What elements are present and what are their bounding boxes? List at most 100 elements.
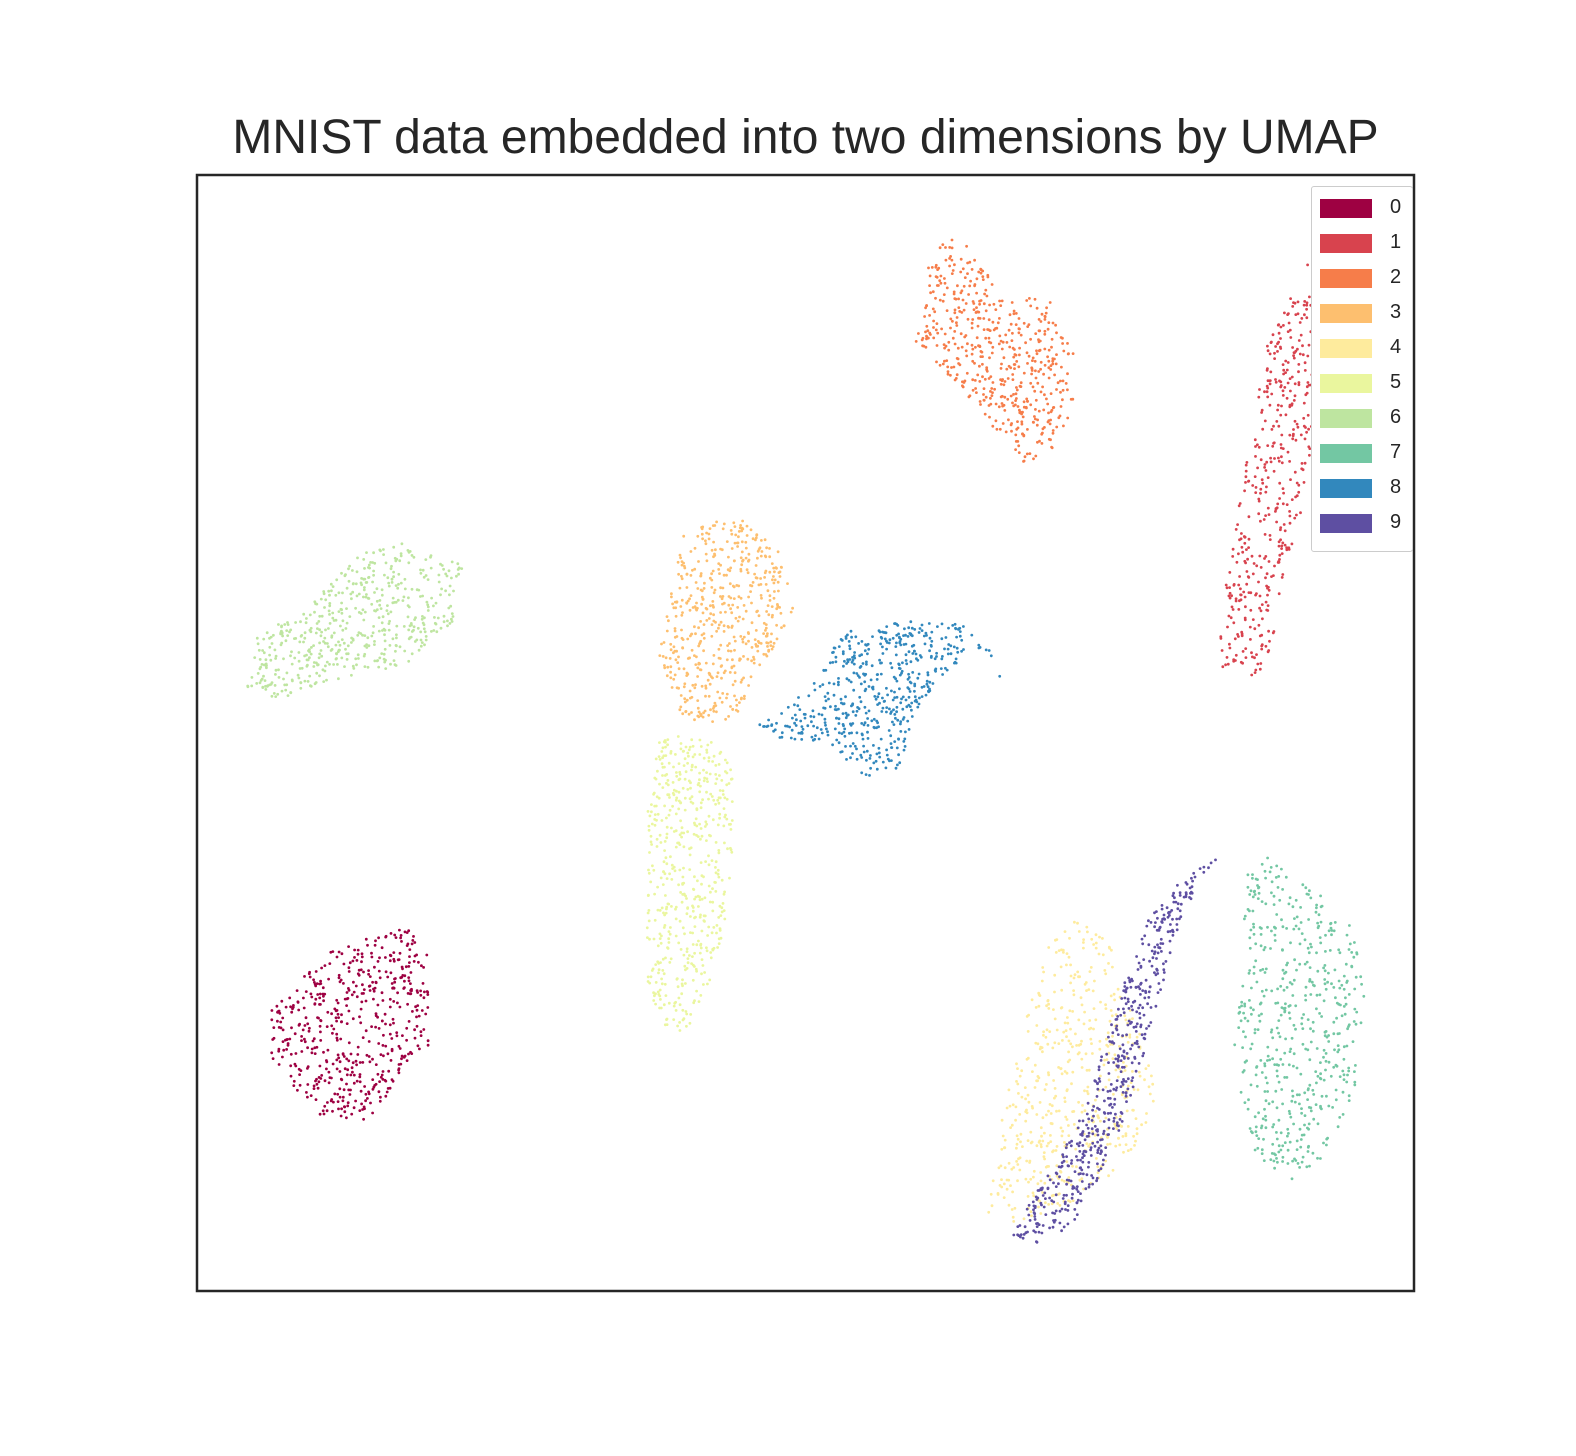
scatter-point bbox=[1054, 1149, 1058, 1152]
scatter-point bbox=[923, 642, 927, 646]
scatter-point bbox=[892, 723, 896, 726]
scatter-point bbox=[1069, 1042, 1073, 1046]
scatter-point bbox=[391, 1079, 395, 1083]
scatter-point bbox=[709, 951, 713, 954]
scatter-point bbox=[812, 682, 816, 685]
scatter-point bbox=[260, 663, 264, 666]
scatter-point bbox=[1304, 998, 1308, 1002]
scatter-point bbox=[1047, 321, 1051, 324]
scatter-point bbox=[1010, 339, 1014, 342]
scatter-point bbox=[1125, 1109, 1129, 1113]
scatter-point bbox=[989, 390, 992, 393]
scatter-point bbox=[789, 736, 793, 740]
scatter-point bbox=[1275, 913, 1279, 916]
scatter-point bbox=[1143, 1032, 1147, 1036]
scatter-point bbox=[850, 704, 853, 708]
scatter-point bbox=[1293, 516, 1297, 520]
scatter-point bbox=[722, 892, 726, 896]
scatter-point bbox=[1271, 1125, 1275, 1129]
scatter-point bbox=[1268, 403, 1272, 407]
scatter-point bbox=[392, 951, 396, 954]
scatter-point bbox=[723, 917, 727, 921]
scatter-point bbox=[1020, 422, 1024, 426]
scatter-point bbox=[444, 572, 448, 576]
scatter-point bbox=[329, 582, 333, 586]
scatter-point bbox=[1021, 1145, 1024, 1148]
scatter-point bbox=[1259, 609, 1263, 613]
scatter-point bbox=[371, 1087, 375, 1091]
scatter-point bbox=[874, 697, 878, 701]
scatter-point bbox=[904, 659, 908, 662]
scatter-point bbox=[680, 563, 684, 567]
scatter-point bbox=[1073, 973, 1077, 977]
scatter-point bbox=[1267, 629, 1270, 633]
scatter-point bbox=[975, 291, 978, 295]
scatter-point bbox=[1114, 1088, 1118, 1092]
scatter-point bbox=[306, 1065, 310, 1069]
scatter-point bbox=[1237, 552, 1240, 556]
scatter-point bbox=[1162, 978, 1165, 982]
scatter-point bbox=[1278, 898, 1282, 902]
scatter-point bbox=[975, 336, 979, 340]
scatter-point bbox=[1296, 1162, 1300, 1165]
scatter-point bbox=[1034, 398, 1038, 402]
scatter-point bbox=[1274, 380, 1278, 384]
scatter-point bbox=[369, 561, 372, 564]
scatter-point bbox=[685, 671, 689, 675]
scatter-point bbox=[716, 868, 720, 872]
scatter-point bbox=[285, 629, 289, 632]
scatter-point bbox=[669, 670, 672, 674]
scatter-point bbox=[954, 297, 958, 301]
scatter-point bbox=[662, 860, 666, 864]
scatter-point bbox=[1308, 453, 1311, 457]
scatter-point bbox=[1303, 437, 1307, 441]
scatter-point bbox=[1263, 1064, 1267, 1068]
scatter-point bbox=[1287, 1109, 1291, 1113]
scatter-point bbox=[744, 556, 748, 560]
scatter-point bbox=[1279, 1131, 1283, 1135]
scatter-point bbox=[927, 266, 930, 270]
scatter-point bbox=[1237, 504, 1241, 508]
scatter-point bbox=[1139, 981, 1143, 985]
scatter-point bbox=[344, 573, 347, 576]
scatter-point bbox=[650, 803, 653, 806]
scatter-point bbox=[949, 644, 953, 648]
scatter-point bbox=[671, 804, 674, 808]
scatter-point bbox=[408, 961, 411, 964]
scatter-point bbox=[1104, 972, 1108, 976]
scatter-point bbox=[674, 907, 677, 911]
scatter-point bbox=[397, 1071, 401, 1075]
scatter-point bbox=[280, 689, 284, 693]
scatter-point bbox=[281, 1028, 285, 1032]
scatter-point bbox=[720, 878, 724, 882]
scatter-point bbox=[725, 771, 729, 775]
scatter-point bbox=[1252, 1008, 1255, 1012]
scatter-point bbox=[364, 937, 368, 941]
scatter-point bbox=[426, 609, 430, 612]
scatter-point bbox=[1021, 410, 1024, 414]
scatter-point bbox=[1240, 1004, 1243, 1008]
scatter-point bbox=[698, 642, 701, 646]
scatter-point bbox=[1332, 986, 1336, 989]
scatter-point bbox=[1044, 1035, 1048, 1039]
scatter-point bbox=[656, 990, 660, 994]
scatter-point bbox=[370, 951, 373, 955]
scatter-point bbox=[1280, 404, 1283, 408]
scatter-point bbox=[1315, 993, 1319, 997]
scatter-point bbox=[1024, 405, 1028, 409]
scatter-point bbox=[1043, 1131, 1046, 1135]
scatter-point bbox=[1027, 1013, 1030, 1017]
scatter-point bbox=[1266, 604, 1270, 607]
scatter-point bbox=[647, 828, 651, 832]
scatter-point bbox=[710, 623, 714, 626]
scatter-point bbox=[1012, 1166, 1016, 1169]
scatter-point bbox=[1054, 323, 1057, 327]
scatter-point bbox=[1294, 924, 1298, 928]
scatter-point bbox=[672, 1018, 676, 1021]
scatter-point bbox=[848, 647, 852, 651]
scatter-point bbox=[731, 603, 735, 607]
scatter-point bbox=[1029, 1177, 1033, 1181]
scatter-point bbox=[1025, 1108, 1028, 1112]
scatter-point bbox=[1005, 367, 1009, 371]
scatter-point bbox=[1011, 1215, 1015, 1219]
